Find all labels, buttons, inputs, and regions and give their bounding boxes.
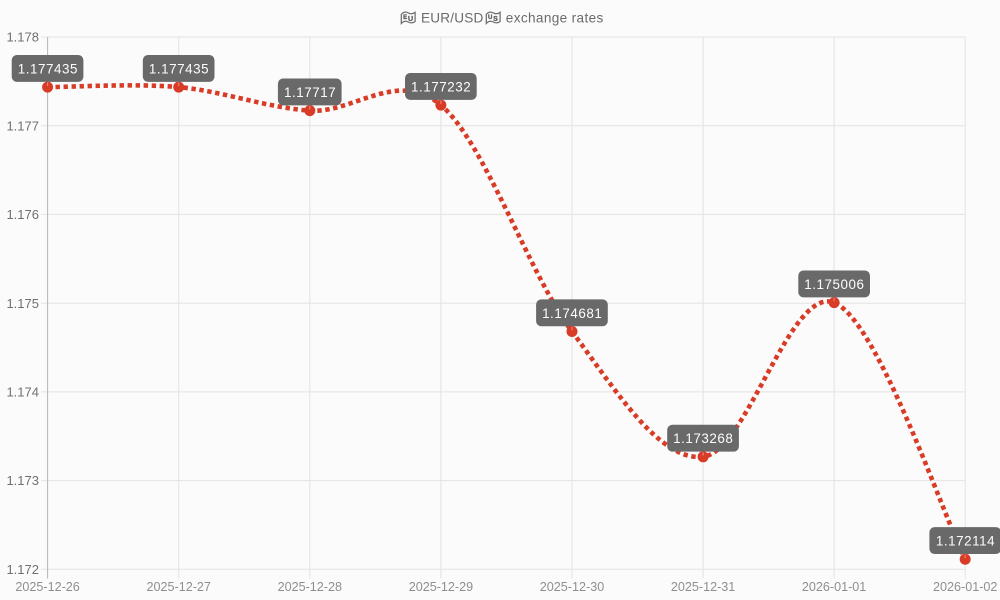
- svg-text:1.174: 1.174: [6, 385, 39, 400]
- svg-text:2026-01-02: 2026-01-02: [933, 580, 997, 594]
- svg-text:1.175006: 1.175006: [804, 277, 864, 292]
- svg-text:2026-01-01: 2026-01-01: [802, 580, 866, 594]
- svg-text:2025-12-26: 2025-12-26: [15, 580, 79, 594]
- svg-text:1.175: 1.175: [6, 296, 39, 311]
- svg-text:1.172114: 1.172114: [936, 534, 995, 549]
- svg-text:exchange rates: exchange rates: [506, 10, 604, 25]
- svg-text:1.176: 1.176: [6, 207, 39, 222]
- svg-text:S: S: [493, 16, 498, 23]
- svg-text:1.177435: 1.177435: [149, 61, 209, 76]
- svg-text:EUR/USD: EUR/USD: [421, 10, 484, 25]
- svg-text:E: E: [403, 15, 407, 21]
- svg-text:2025-12-31: 2025-12-31: [671, 580, 735, 594]
- svg-text:1.17717: 1.17717: [284, 85, 336, 100]
- svg-text:1.177232: 1.177232: [411, 79, 471, 94]
- svg-text:1.173: 1.173: [6, 473, 39, 488]
- svg-text:U: U: [408, 16, 413, 23]
- svg-text:1.173268: 1.173268: [673, 431, 733, 446]
- svg-text:2025-12-30: 2025-12-30: [540, 580, 604, 594]
- svg-text:2025-12-27: 2025-12-27: [146, 580, 210, 594]
- svg-text:1.177435: 1.177435: [18, 61, 78, 76]
- svg-text:1.178: 1.178: [6, 30, 39, 45]
- svg-text:2025-12-29: 2025-12-29: [409, 580, 473, 594]
- svg-text:1.174681: 1.174681: [542, 306, 602, 321]
- svg-text:1.177: 1.177: [6, 118, 39, 133]
- svg-text:2025-12-28: 2025-12-28: [278, 580, 342, 594]
- svg-text:U: U: [488, 15, 492, 21]
- svg-text:1.172: 1.172: [6, 562, 39, 577]
